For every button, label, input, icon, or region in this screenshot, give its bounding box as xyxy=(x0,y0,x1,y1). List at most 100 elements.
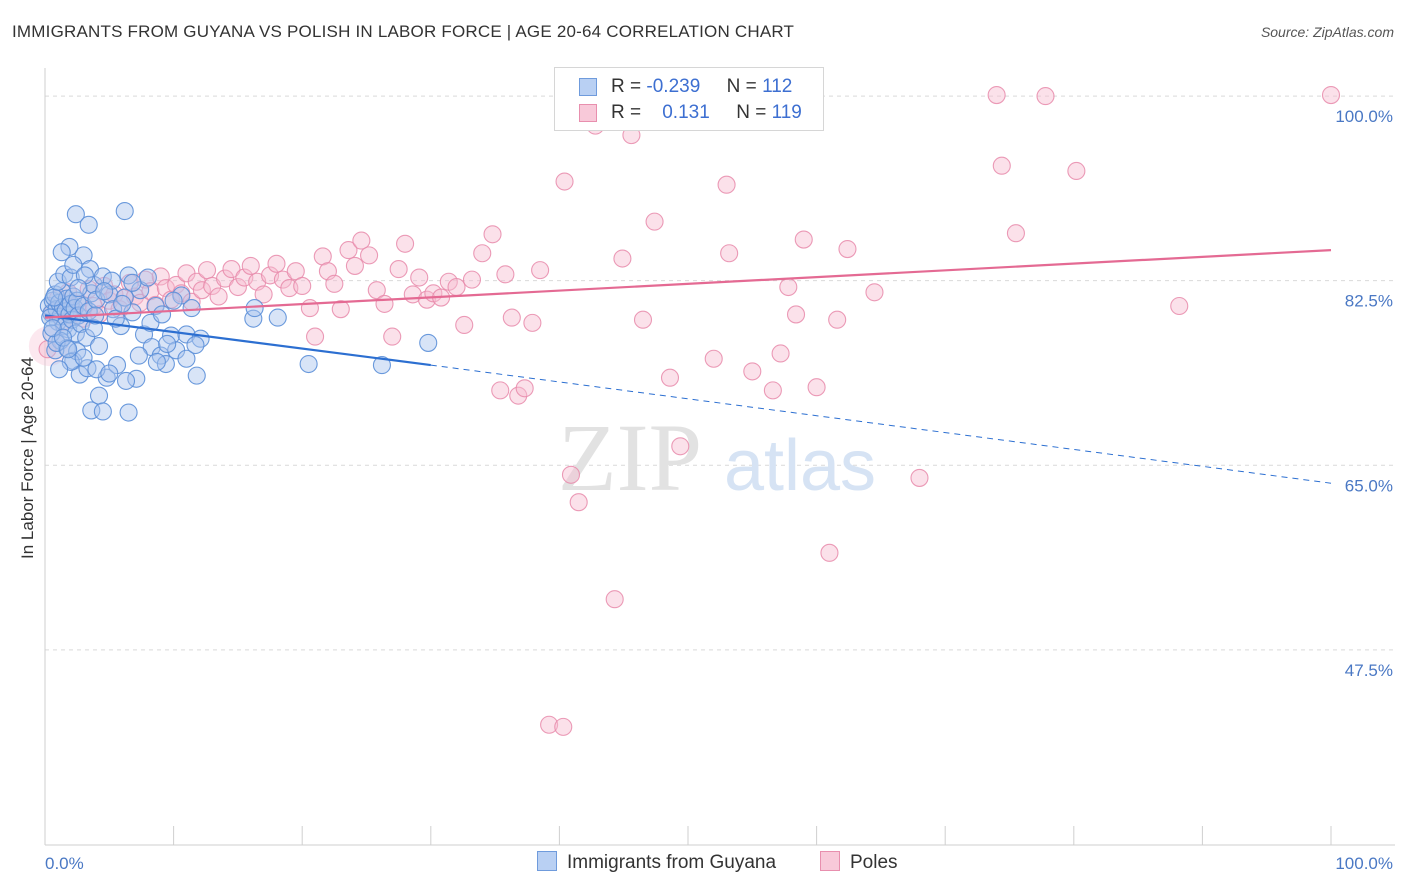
chart-title: IMMIGRANTS FROM GUYANA VS POLISH IN LABO… xyxy=(12,22,795,41)
bottom-legend-swatch-blue xyxy=(537,851,557,871)
legend-n-value: 112 xyxy=(762,76,793,97)
legend-r-label: R = xyxy=(611,76,642,97)
y-tick-label: 47.5% xyxy=(1345,661,1393,680)
poles-point xyxy=(254,285,273,304)
guyana-point xyxy=(419,333,438,352)
poles-point xyxy=(660,368,680,387)
legend-n-label: N = xyxy=(726,76,757,97)
bottom-legend-label: Poles xyxy=(850,852,898,873)
poles-trend-line xyxy=(44,248,1332,319)
guyana-point xyxy=(129,346,148,365)
guyana-point xyxy=(187,366,206,385)
guyana-point xyxy=(116,371,136,390)
poles-point xyxy=(300,299,319,318)
guyana-point xyxy=(372,356,391,375)
poles-point xyxy=(241,256,260,275)
legend-r-label: R = xyxy=(611,102,642,123)
guyana-point xyxy=(93,267,112,286)
poles-point xyxy=(396,234,415,253)
poles-point xyxy=(865,283,884,302)
guyana-point xyxy=(77,328,96,347)
poles-point xyxy=(339,241,358,260)
poles-point xyxy=(352,231,371,250)
poles-point xyxy=(360,246,379,265)
poles-point xyxy=(325,274,344,293)
poles-point xyxy=(645,212,664,231)
poles-point xyxy=(473,244,492,263)
poles-point xyxy=(605,590,624,609)
guyana-point xyxy=(64,255,83,274)
poles-point xyxy=(613,249,632,268)
trend-layer xyxy=(44,248,1332,484)
poles-point xyxy=(720,244,739,263)
poles-point xyxy=(462,270,482,289)
poles-point xyxy=(483,225,502,244)
poles-point xyxy=(306,327,325,346)
watermark-zip: ZIP xyxy=(558,404,702,511)
poles-point xyxy=(151,267,170,286)
correlation-legend: R = -0.239 N = 112 R = 0.131 N = 119 xyxy=(554,67,824,131)
legend-n-label: N = xyxy=(736,102,767,123)
guyana-point xyxy=(123,273,142,292)
guyana-point xyxy=(115,202,134,221)
y-axis-label: In Labor Force | Age 20-64 xyxy=(18,357,37,559)
poles-point xyxy=(192,281,211,300)
guyana-point xyxy=(156,354,175,374)
poles-point xyxy=(455,315,474,335)
source-attribution: Source: ZipAtlas.com xyxy=(1260,24,1394,40)
poles-point xyxy=(786,305,806,324)
poles-point xyxy=(345,256,364,275)
poles-point xyxy=(743,362,762,381)
guyana-point xyxy=(268,308,287,327)
guyana-point xyxy=(177,349,196,368)
poles-point xyxy=(502,308,521,327)
y-tick-label: 65.0% xyxy=(1345,476,1393,495)
guyana-trend-extension xyxy=(430,364,1332,484)
poles-point xyxy=(389,260,408,279)
guyana-point xyxy=(78,359,97,378)
poles-point xyxy=(375,294,394,313)
poles-point xyxy=(383,327,402,346)
guyana-point xyxy=(100,364,119,383)
guyana-point xyxy=(66,205,85,224)
poles-point xyxy=(523,313,542,332)
poles-point xyxy=(633,310,653,329)
poles-point xyxy=(367,281,386,300)
poles-point xyxy=(267,254,286,273)
label-layer: 47.5% 65.0% 82.5% 100.0% 0.0% 100.0% xyxy=(45,107,1393,873)
guyana-point xyxy=(138,268,157,287)
poles-point xyxy=(704,349,723,368)
guyana-point xyxy=(182,299,201,318)
poles-point xyxy=(820,543,839,562)
y-tick-label: 82.5% xyxy=(1345,292,1393,311)
poles-point xyxy=(410,268,429,287)
poles-point xyxy=(794,230,813,249)
poles-point xyxy=(838,239,857,259)
guyana-point xyxy=(152,305,172,324)
poles-point xyxy=(447,277,466,297)
poles-point xyxy=(771,344,790,363)
poles-point xyxy=(1321,85,1341,105)
y-tick-label: 100.0% xyxy=(1335,107,1393,126)
guyana-point xyxy=(158,334,177,354)
guyana-point xyxy=(74,348,93,367)
bottom-legend-swatch-pink xyxy=(820,851,840,871)
poles-point xyxy=(555,172,574,191)
poles-point xyxy=(561,465,581,484)
watermark: ZIP atlas xyxy=(558,404,876,511)
guyana-point xyxy=(95,282,114,301)
poles-point xyxy=(531,261,550,280)
poles-point xyxy=(197,261,217,280)
bottom-legend-label: Immigrants from Guyana xyxy=(567,852,777,873)
guyana-point xyxy=(59,340,78,359)
poles-point xyxy=(331,300,350,319)
guyana-point xyxy=(147,352,166,371)
poles-point xyxy=(717,175,736,194)
x-tick-label-max: 100.0% xyxy=(1335,854,1393,873)
legend-swatch-pink xyxy=(579,104,597,122)
poles-point xyxy=(1006,224,1025,243)
poles-point xyxy=(1170,296,1189,316)
guyana-point xyxy=(69,279,88,298)
guyana-point xyxy=(164,291,183,310)
